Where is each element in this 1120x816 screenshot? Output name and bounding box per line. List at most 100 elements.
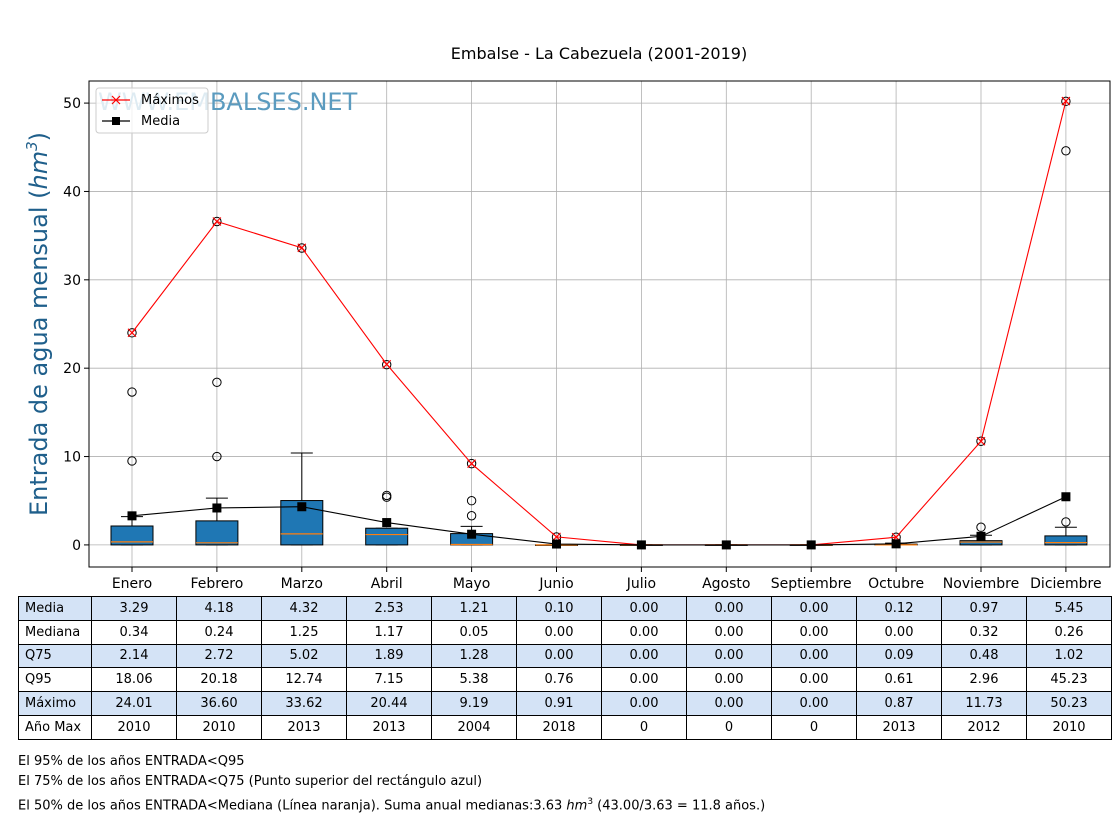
table-row-label: Media (18, 596, 92, 621)
table-row: Media 3.29 4.18 4.32 2.53 1.21 0.10 0.00 0.00 0.0… (18, 596, 1112, 621)
point-media (552, 539, 561, 549)
table-cell: 2018 (516, 714, 602, 740)
outlier-point (466, 511, 477, 521)
table-cell: 4.18 (176, 596, 262, 621)
table-cell: 0.00 (601, 596, 687, 621)
x-tick-label: Febrero (190, 576, 243, 592)
table-cell: 20.44 (346, 691, 432, 716)
table-cell: 0.00 (516, 619, 602, 645)
table-cell: 0.24 (176, 619, 262, 645)
table-cell: 0 (771, 714, 857, 740)
table-cell: 20.18 (176, 667, 262, 693)
table-cell: 2010 (176, 714, 262, 740)
x-tick-label: Mayo (453, 576, 491, 592)
table-cell: 1.17 (346, 619, 432, 645)
table-cell: 0.91 (516, 691, 602, 716)
table-cell: 0.12 (856, 596, 942, 621)
table-cell: 0.00 (686, 643, 772, 669)
table-cell: 0.00 (686, 691, 772, 716)
table-cell: 0 (686, 714, 772, 740)
note-median-text: El 50% de los años ENTRADA<Mediana (Líne… (18, 798, 567, 814)
table-cell: 0.00 (686, 667, 772, 693)
table-cell: 4.32 (261, 596, 347, 621)
outlier-point (466, 458, 477, 469)
table-cell: 0.09 (856, 643, 942, 669)
y-axis-label: Entrada de agua mensual (hm3) (23, 132, 53, 516)
point-maximos (297, 243, 307, 253)
box-iqr (195, 520, 239, 546)
point-media (467, 529, 477, 539)
y-axis-label-exponent: 3 (23, 141, 41, 151)
table-cell: 1.21 (431, 596, 517, 621)
plot-area (89, 81, 1110, 567)
table-cell: 1.02 (1026, 643, 1112, 669)
outlier-point (382, 359, 392, 370)
boxplot-diciembre (1044, 96, 1088, 546)
point-maximos (127, 328, 137, 338)
x-tick-label: Abril (371, 576, 403, 592)
table-cell: 24.01 (91, 691, 177, 716)
outlier-point (212, 451, 222, 462)
outlier-point (466, 496, 477, 506)
table-cell: 0.00 (771, 691, 857, 716)
point-media (297, 502, 307, 512)
table-cell: 0.87 (856, 691, 942, 716)
y-tick-label: 50 (63, 96, 81, 112)
legend-frame (95, 87, 209, 134)
box-iqr (959, 540, 1003, 546)
point-media (891, 539, 901, 549)
point-media (721, 540, 731, 550)
table-cell: 0.00 (771, 667, 857, 693)
boxplot-febrero (195, 216, 239, 546)
plot-frame (88, 80, 1111, 568)
table-cell: 45.23 (1026, 667, 1112, 693)
point-media (1061, 492, 1071, 502)
table-cell: 2013 (346, 714, 432, 740)
table-cell: 1.25 (261, 619, 347, 645)
y-axis-label-text: Entrada de agua mensual (25, 207, 53, 517)
table-cell: 2.72 (176, 643, 262, 669)
table-cell: 0.00 (686, 596, 772, 621)
table-cell: 0.00 (771, 596, 857, 621)
legend-media-marker (112, 117, 120, 125)
table-cell: 2010 (91, 714, 177, 740)
table-cell: 0.05 (431, 619, 517, 645)
x-tick-label: Junio (538, 576, 573, 592)
x-tick-label: Agosto (702, 576, 750, 592)
x-tick-label: Marzo (281, 576, 323, 592)
table-cell: 2010 (1026, 714, 1112, 740)
box-iqr (365, 527, 409, 546)
table-cell: 12.74 (261, 667, 347, 693)
table-cell: 0.00 (601, 643, 687, 669)
point-media (127, 511, 137, 521)
table-cell: 11.73 (941, 691, 1027, 716)
table-cell: 50.23 (1026, 691, 1112, 716)
table-cell: 0.10 (516, 596, 602, 621)
table-cell: 0.00 (686, 619, 772, 645)
table-cell: 9.19 (431, 691, 517, 716)
table-cell: 36.60 (176, 691, 262, 716)
note-median-unit: hm (566, 798, 588, 814)
table-cell: 1.28 (431, 643, 517, 669)
note-median-suffix: (43.00/3.63 = 11.8 años.) (593, 798, 766, 814)
table-cell: 0.32 (941, 619, 1027, 645)
table-row: Año Max 2010 2010 2013 2013 2004 2018 0 0 0 2013 20… (18, 714, 1112, 740)
table-cell: 2013 (856, 714, 942, 740)
legend: Máximos Media (95, 87, 209, 134)
point-media (382, 518, 392, 528)
point-maximos (382, 359, 392, 369)
outlier-point (127, 456, 137, 466)
point-maximos (976, 436, 986, 446)
boxplot-abril (365, 359, 409, 546)
point-maximos (212, 217, 222, 226)
table-cell: 0.00 (601, 619, 687, 645)
table-row: Máximo 24.01 36.60 33.62 20.44 9.19 0.91 0.00 0.… (18, 691, 1112, 716)
table-row-label: Q95 (18, 667, 92, 693)
note-q75: El 75% de los años ENTRADA<Q75 (Punto su… (18, 774, 483, 789)
table-cell: 0 (601, 714, 687, 740)
table-row-label: Año Max (18, 714, 92, 740)
point-maximos (1061, 96, 1071, 106)
y-tick-label: 30 (63, 273, 81, 289)
table-row: Q75 2.14 2.72 5.02 1.89 1.28 0.00 0.00 0.00 0.00 0… (18, 643, 1112, 669)
table-cell: 0.97 (941, 596, 1027, 621)
